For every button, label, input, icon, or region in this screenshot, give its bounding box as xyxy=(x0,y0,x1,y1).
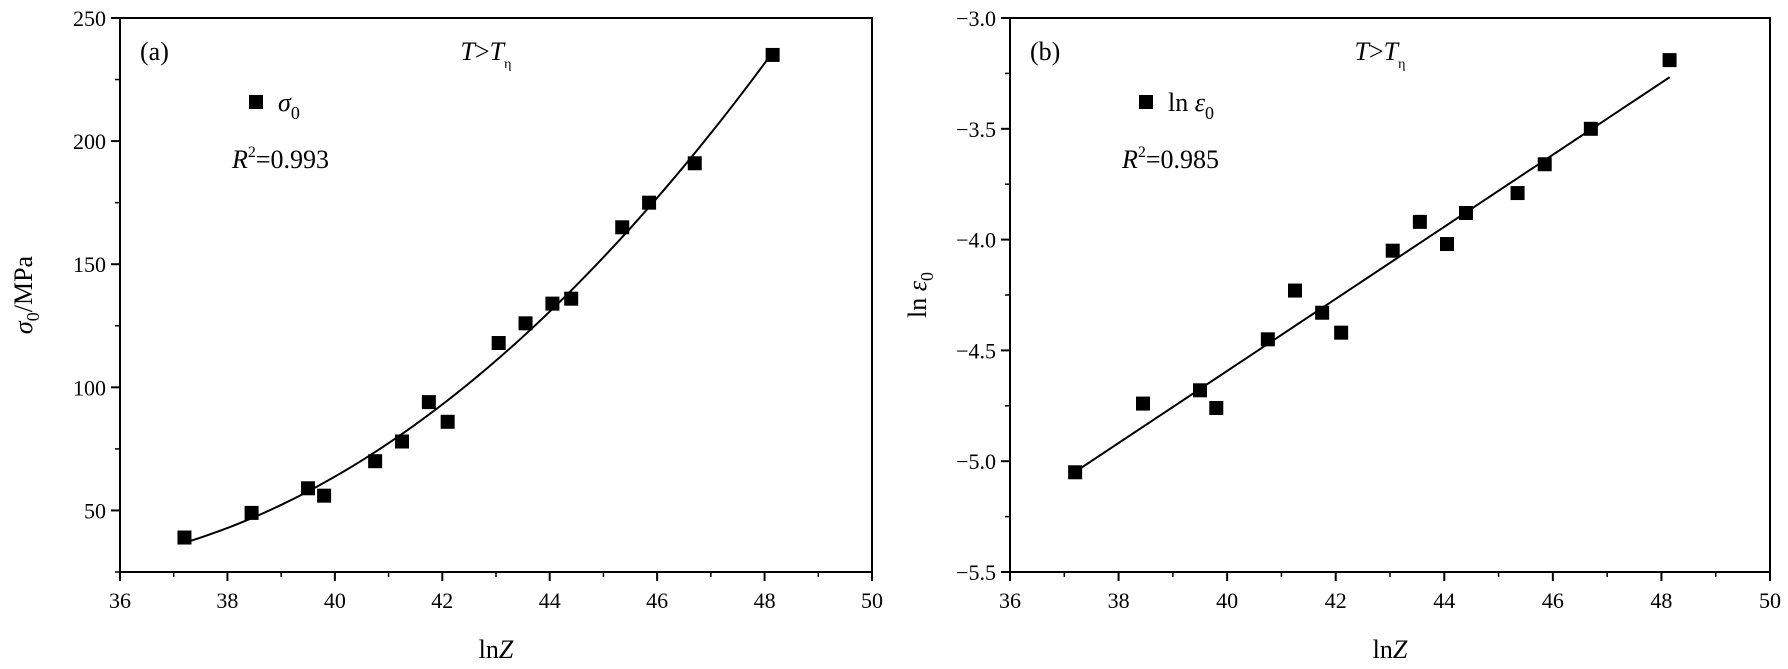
data-point xyxy=(491,336,506,351)
x-tick-label: 50 xyxy=(1759,588,1781,613)
data-point xyxy=(1510,186,1525,201)
data-point xyxy=(1193,383,1207,398)
panel-label: (a) xyxy=(140,37,169,66)
x-axis-title: lnZ xyxy=(479,635,514,664)
x-tick-label: 42 xyxy=(1325,588,1347,613)
plot-frame xyxy=(119,17,873,573)
r-squared-label: R2=0.993 xyxy=(231,144,329,174)
x-tick-label: 36 xyxy=(109,588,131,613)
data-point xyxy=(1136,396,1150,411)
plot-frame xyxy=(1009,17,1771,573)
data-point xyxy=(1459,206,1473,221)
data-point xyxy=(177,530,192,545)
data-point xyxy=(1068,465,1083,480)
condition-label: T>Tη xyxy=(461,37,512,72)
y-tick-label: −4.0 xyxy=(956,228,996,253)
x-tick-label: 42 xyxy=(431,588,453,613)
x-tick-label: 46 xyxy=(1542,588,1564,613)
data-point xyxy=(642,195,657,210)
data-point xyxy=(518,316,533,331)
data-point xyxy=(1662,53,1677,68)
data-point xyxy=(395,434,409,449)
legend-marker xyxy=(249,95,263,109)
data-point xyxy=(765,47,780,62)
data-point xyxy=(1440,237,1454,252)
data-point xyxy=(1209,401,1224,416)
data-point xyxy=(1537,157,1552,172)
y-tick-label: 250 xyxy=(73,6,106,31)
y-tick-label: 150 xyxy=(73,252,106,277)
x-tick-label: 48 xyxy=(1650,588,1672,613)
data-point xyxy=(317,488,332,503)
x-tick-label: 38 xyxy=(1108,588,1130,613)
y-axis-title: σ0/MPa xyxy=(9,255,43,334)
chart-panel-a: 36 38 40 42 44 46 48 50 50 100 150 200 250 lnZ σ0/MPa (… xyxy=(9,6,883,664)
data-point xyxy=(368,454,383,469)
x-tick-label: 44 xyxy=(1433,588,1455,613)
y-tick-label: −5.0 xyxy=(956,449,996,474)
data-point xyxy=(301,481,315,496)
data-point xyxy=(1583,121,1598,136)
y-tick-label: −3.5 xyxy=(956,117,996,142)
data-point xyxy=(244,505,259,520)
data-point xyxy=(564,291,579,306)
y-tick-label: 50 xyxy=(84,498,106,523)
legend-label: ln ε0 xyxy=(1168,88,1214,123)
fit-curve xyxy=(184,51,774,544)
data-point xyxy=(1260,332,1275,347)
r-squared-label: R2=0.985 xyxy=(1121,144,1219,174)
x-tick-label: 36 xyxy=(999,588,1021,613)
x-tick-label: 40 xyxy=(1216,588,1238,613)
y-tick-label: −4.5 xyxy=(956,338,996,363)
y-tick-label: −5.5 xyxy=(956,560,996,585)
y-axis-title: ln ε0 xyxy=(903,272,937,318)
y-tick-label: 100 xyxy=(73,375,106,400)
x-tick-label: 40 xyxy=(324,588,346,613)
data-point xyxy=(1334,325,1349,340)
chart-panel-b: 36 38 40 42 44 46 48 50 −5.5 −5.0 −4.5 −4.0 −3.5 −3.0… xyxy=(903,6,1781,664)
data-point xyxy=(440,414,455,429)
data-point xyxy=(421,395,436,410)
x-tick-label: 50 xyxy=(861,588,883,613)
data-point xyxy=(1412,214,1427,229)
legend-marker xyxy=(1139,95,1153,109)
x-tick-label: 48 xyxy=(754,588,776,613)
x-tick-label: 38 xyxy=(216,588,238,613)
x-tick-label: 44 xyxy=(539,588,561,613)
data-point xyxy=(1385,243,1400,258)
condition-label: T>Tη xyxy=(1355,37,1406,72)
legend-label: σ0 xyxy=(278,88,300,123)
data-point xyxy=(545,296,560,311)
y-tick-label: −3.0 xyxy=(956,6,996,31)
x-axis-title: lnZ xyxy=(1373,635,1408,664)
data-point xyxy=(615,220,630,235)
data-point xyxy=(687,156,702,171)
fit-curve xyxy=(1074,76,1671,473)
data-point xyxy=(1315,305,1330,320)
x-tick-label: 46 xyxy=(646,588,668,613)
y-tick-label: 200 xyxy=(73,129,106,154)
panel-label: (b) xyxy=(1030,37,1060,66)
data-point xyxy=(1288,283,1302,298)
